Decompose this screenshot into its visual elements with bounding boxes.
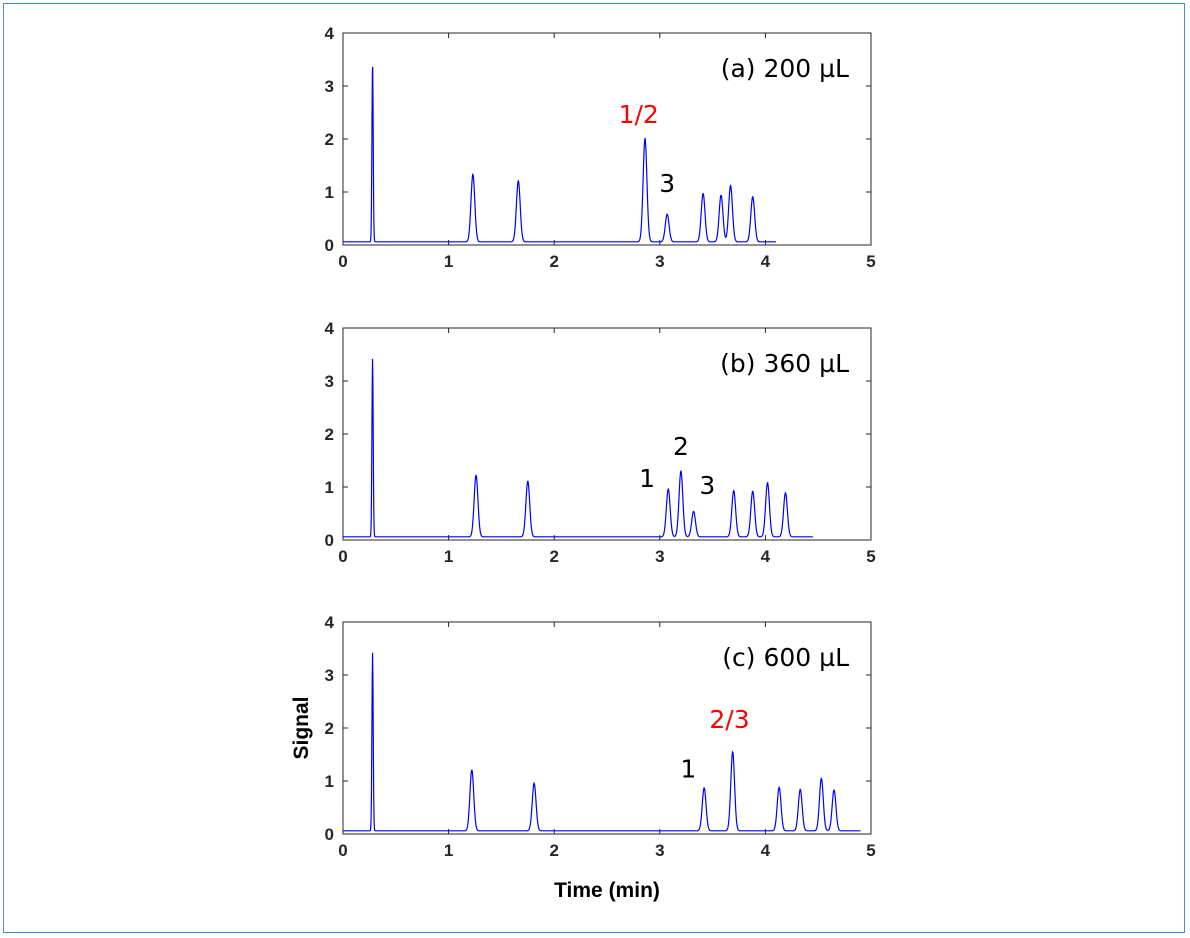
x-tick-label: 5 <box>866 841 875 860</box>
x-tick-label: 4 <box>761 252 771 271</box>
x-tick-label: 1 <box>444 252 453 271</box>
x-tick-label: 3 <box>655 252 664 271</box>
y-tick-label: 1 <box>325 772 334 791</box>
chart-panel-3: 0 1 2 3 4 5 0 1 2 3 4 (c) 600 µL 1 2/3 Time (min) Signa… <box>290 613 876 902</box>
plot-area <box>342 32 872 246</box>
x-tick-label: 0 <box>338 841 347 860</box>
peak-annotation: 3 <box>659 169 675 198</box>
plot-area <box>342 621 872 835</box>
y-tick-label: 3 <box>325 666 334 685</box>
x-tick-label: 4 <box>761 547 771 566</box>
peak-annotation: 1 <box>680 754 696 783</box>
figure-frame: 0 1 2 3 4 5 0 1 2 3 4 (a) 200 µL 1/2 3 0 1 2 3 4 5 0 1 2 3 4 (b) … <box>3 3 1185 933</box>
y-tick-label: 1 <box>325 478 334 497</box>
y-tick-label: 1 <box>325 183 334 202</box>
signal-trace <box>343 66 776 243</box>
peak-annotation: 1 <box>639 464 655 493</box>
y-axis-title: Signal <box>290 696 313 759</box>
y-tick-label: 4 <box>325 613 335 632</box>
x-tick-label: 1 <box>444 841 453 860</box>
x-tick-label: 2 <box>549 252 558 271</box>
x-tick-label: 3 <box>655 547 664 566</box>
x-tick-label: 2 <box>549 547 558 566</box>
y-tick-label: 3 <box>325 77 334 96</box>
x-tick-label: 1 <box>444 547 453 566</box>
y-tick-label: 0 <box>325 236 334 255</box>
y-tick-label: 2 <box>325 719 334 738</box>
peak-annotation: 1/2 <box>619 100 659 129</box>
y-tick-label: 0 <box>325 825 334 844</box>
x-tick-label: 2 <box>549 841 558 860</box>
peak-annotation: 2 <box>673 432 689 461</box>
y-tick-label: 4 <box>325 24 335 43</box>
x-tick-label: 4 <box>761 841 771 860</box>
signal-trace <box>343 358 813 538</box>
x-tick-label: 5 <box>866 252 875 271</box>
y-tick-label: 3 <box>325 372 334 391</box>
y-tick-label: 2 <box>325 130 334 149</box>
x-tick-label: 0 <box>338 252 347 271</box>
x-axis-title: Time (min) <box>554 879 660 902</box>
peak-annotation: 3 <box>699 471 715 500</box>
panel-label: (b) 360 µL <box>720 349 849 378</box>
y-tick-label: 4 <box>325 319 335 338</box>
chart-panel-1: 0 1 2 3 4 5 0 1 2 3 4 (a) 200 µL 1/2 3 <box>325 24 876 271</box>
x-tick-label: 0 <box>338 547 347 566</box>
signal-trace <box>343 652 861 832</box>
y-tick-label: 0 <box>325 531 334 550</box>
panel-label: (a) 200 µL <box>721 54 849 83</box>
y-tick-label: 2 <box>325 425 334 444</box>
plot-area <box>342 327 872 541</box>
peak-annotation: 2/3 <box>709 705 749 734</box>
panel-label: (c) 600 µL <box>722 643 849 672</box>
x-tick-label: 3 <box>655 841 664 860</box>
x-tick-label: 5 <box>866 547 875 566</box>
